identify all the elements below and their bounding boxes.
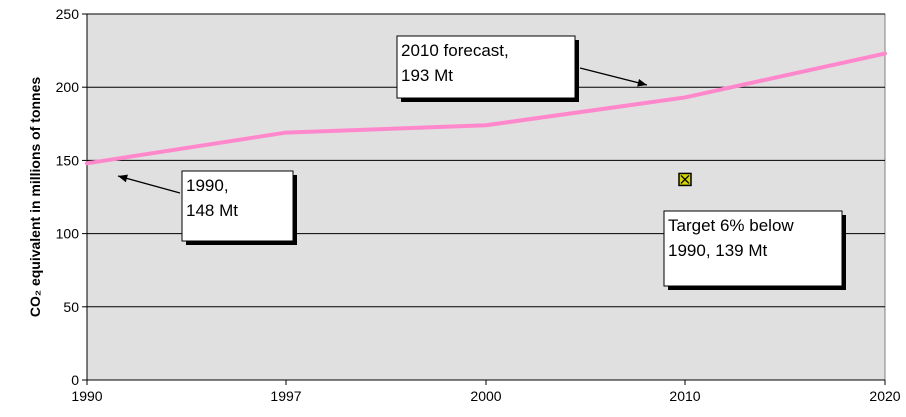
series-line <box>85 51 887 166</box>
annotations: 2010 forecast, 193 Mt 1990, 148 Mt Target 6%… <box>117 35 846 290</box>
x-tick-label: 1990 <box>71 388 102 404</box>
annotation-text: 2010 forecast, <box>401 41 509 60</box>
x-tick-label: 2010 <box>669 388 700 404</box>
y-tick-label: 100 <box>56 226 80 242</box>
annotation-text: 1990, <box>186 176 229 195</box>
annotation-text: Target 6% below <box>668 216 794 235</box>
annotation-box <box>663 210 843 287</box>
y-tick-label: 0 <box>71 372 79 388</box>
annotation-arrowhead <box>118 174 128 183</box>
target-marker-group <box>678 172 692 187</box>
annotation-box <box>181 170 294 242</box>
y-tick-label: 250 <box>56 6 80 22</box>
y-tick-label: 50 <box>63 299 79 315</box>
x-tick-label: 1997 <box>270 388 301 404</box>
x-axis-ticks: 1990 1997 2000 2010 2020 <box>71 380 901 404</box>
annotation-text: 1990, 139 Mt <box>668 241 768 260</box>
y-tick-label: 200 <box>56 79 80 95</box>
x-tick-label: 2020 <box>869 388 900 404</box>
x-tick-label: 2000 <box>470 388 501 404</box>
y-axis-label: CO₂ equivalent in millions of tonnes <box>27 77 43 318</box>
annotation-text: 148 Mt <box>186 201 238 220</box>
annotation-box <box>396 35 576 99</box>
series-group <box>85 51 887 166</box>
y-axis-ticks: 0 50 100 150 200 250 <box>56 6 87 388</box>
annotation-arrow <box>579 67 648 86</box>
annotation-arrow <box>117 175 181 194</box>
y-tick-label: 150 <box>56 152 80 168</box>
target-marker-cross <box>680 174 690 184</box>
annotation-text: 193 Mt <box>401 66 453 85</box>
annotation-arrowhead <box>637 78 647 87</box>
